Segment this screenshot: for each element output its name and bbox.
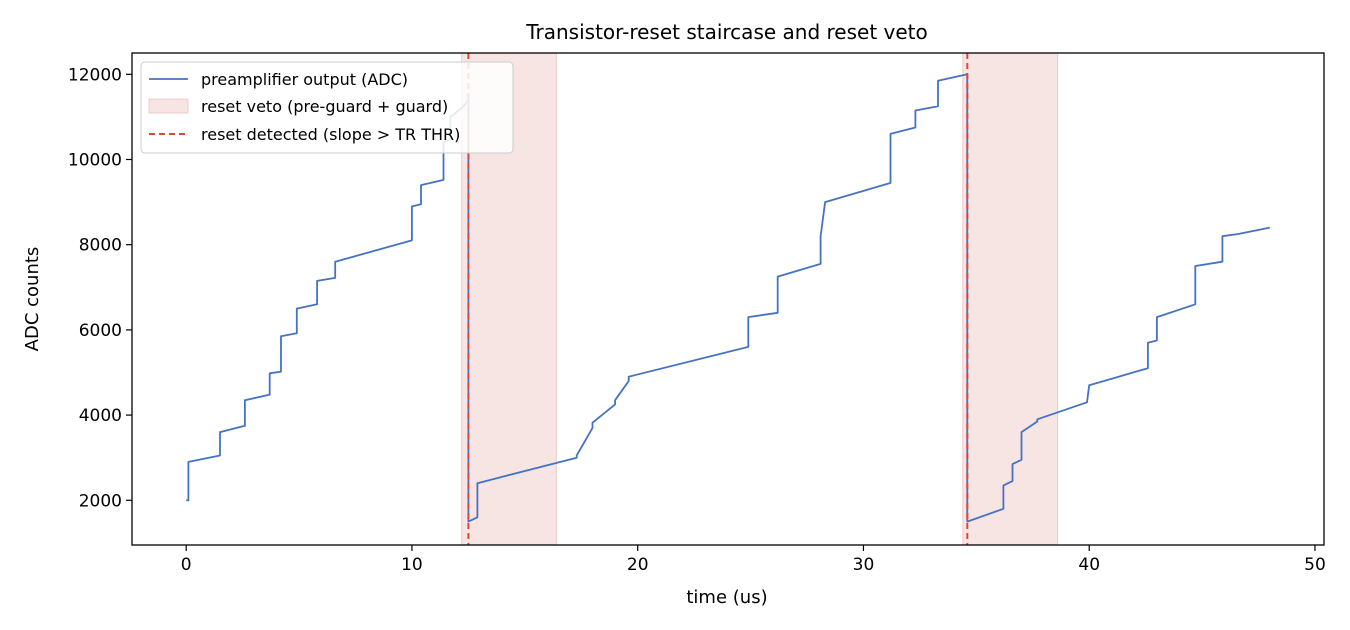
x-axis-ticks: 0 10 20 30 40 50 — [181, 545, 1326, 575]
chart-title: Transistor-reset staircase and reset vet… — [525, 20, 927, 44]
x-tick-label: 0 — [181, 555, 192, 575]
x-tick-label: 20 — [627, 555, 649, 575]
y-tick-label: 4000 — [79, 406, 122, 426]
veto-region-2 — [962, 52, 1059, 546]
legend-label: reset veto (pre-guard + guard) — [201, 97, 448, 116]
legend-label: reset detected (slope > TR THR) — [201, 125, 460, 144]
legend-label: preamplifier output (ADC) — [201, 70, 408, 89]
y-tick-label: 8000 — [79, 236, 122, 256]
y-tick-label: 12000 — [68, 65, 122, 85]
y-axis-ticks: 2000 4000 6000 8000 10000 12000 — [68, 65, 132, 511]
legend-swatch-veto — [148, 98, 189, 114]
x-tick-label: 30 — [853, 555, 875, 575]
x-tick-label: 40 — [1078, 555, 1100, 575]
legend: preamplifier output (ADC) reset veto (pre… — [140, 61, 514, 154]
y-tick-label: 2000 — [79, 491, 122, 511]
legend-box — [140, 61, 514, 154]
x-tick-label: 50 — [1304, 555, 1326, 575]
preamplifier-output-line — [186, 73, 1270, 523]
x-tick-label: 10 — [401, 555, 423, 575]
x-axis-label: time (us) — [686, 587, 767, 608]
y-axis-label: ADC counts — [22, 247, 43, 352]
y-tick-label: 6000 — [79, 321, 122, 341]
plot-area-frame — [131, 52, 1325, 546]
y-tick-label: 10000 — [68, 150, 122, 170]
